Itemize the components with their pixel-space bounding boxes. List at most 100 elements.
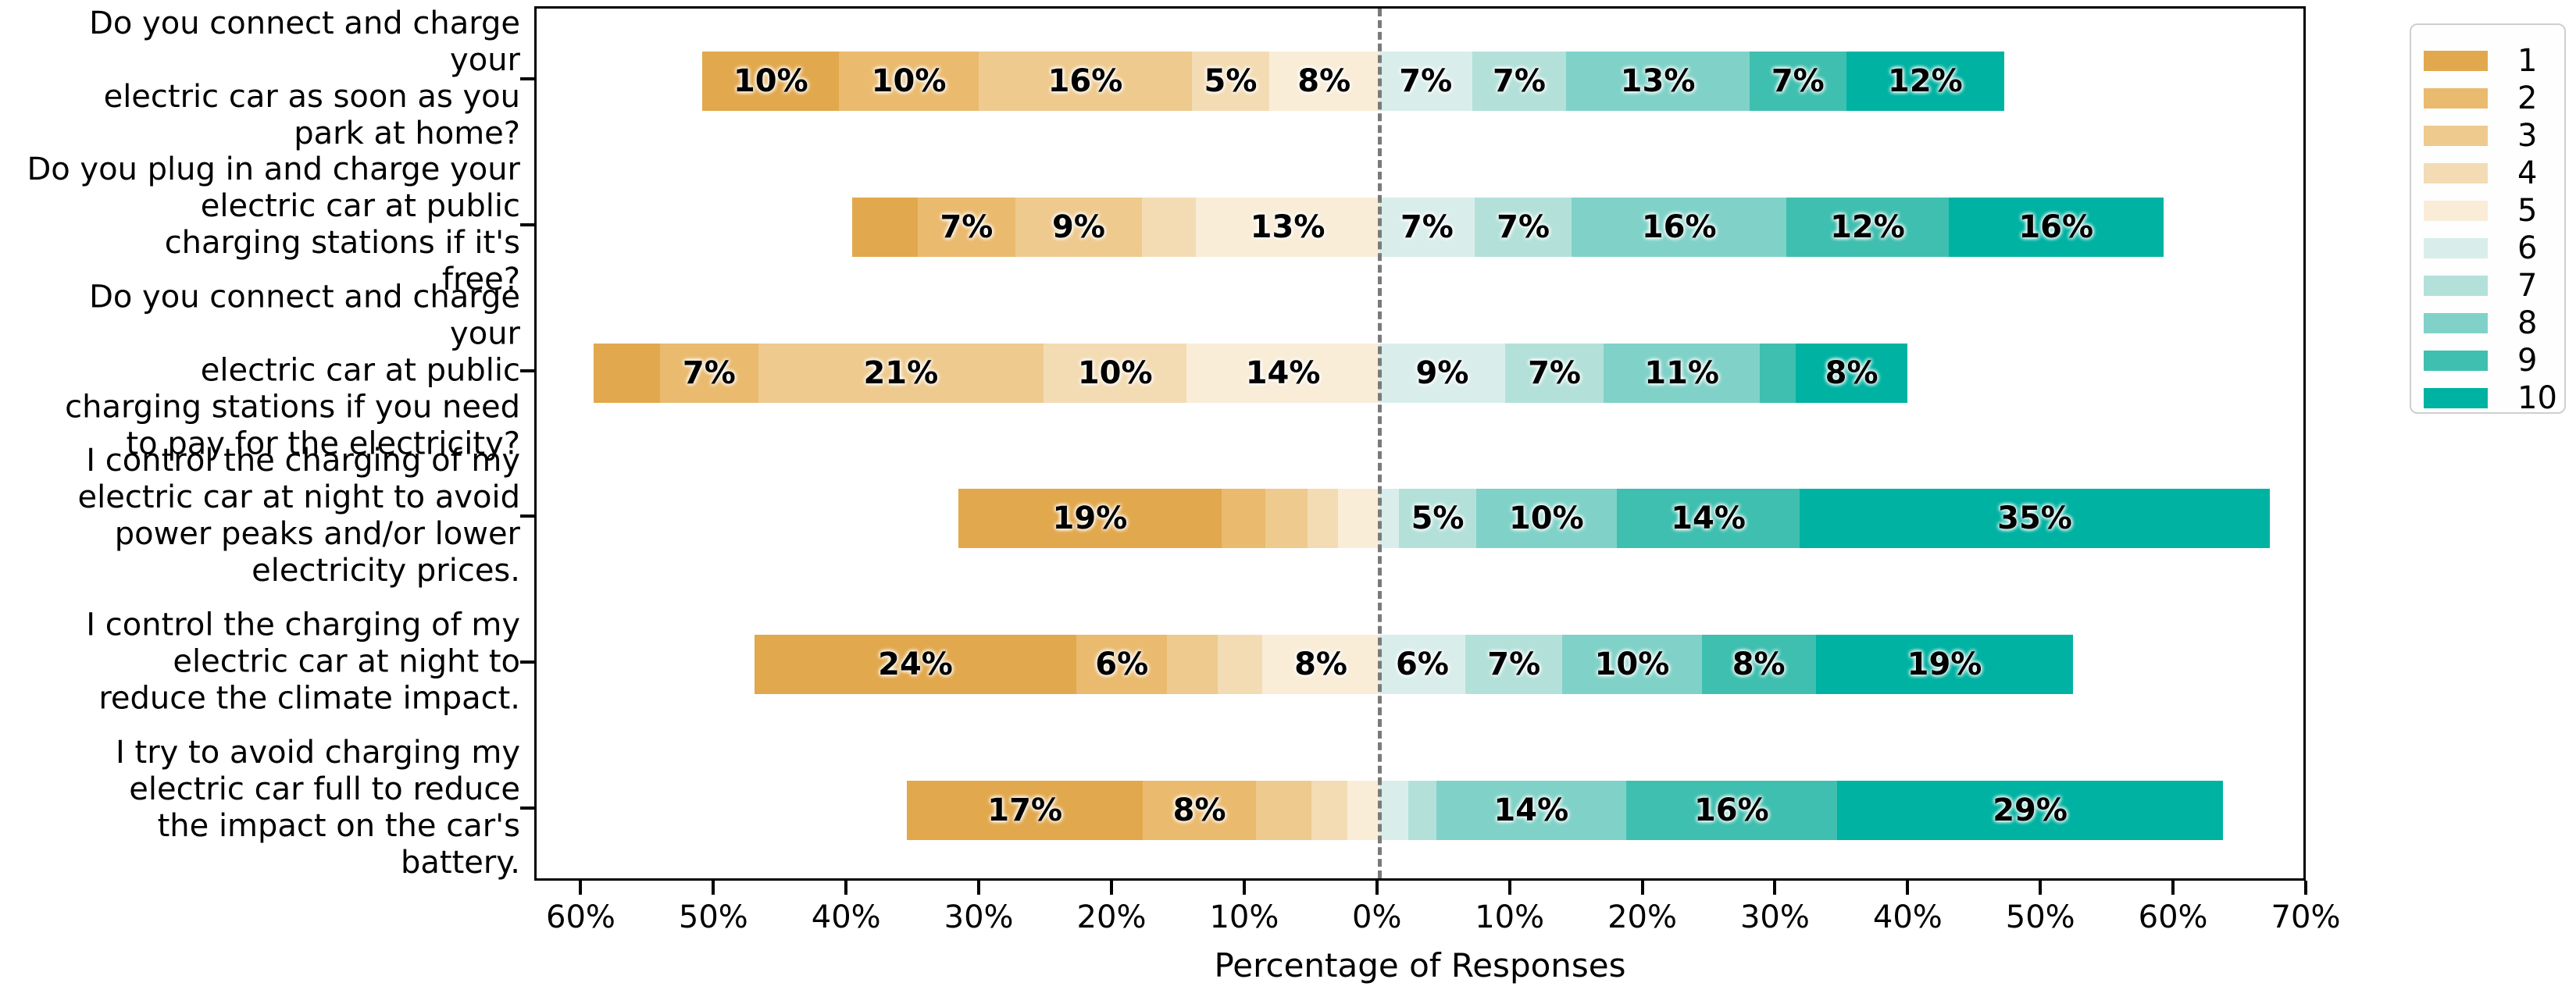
bar-segment-value-label: 7% xyxy=(1497,209,1550,245)
bar-segment-level-4 xyxy=(1311,780,1347,840)
bar-segment-level-3: 16% xyxy=(978,52,1193,112)
y-axis-category-label: I control the charging of my electric ca… xyxy=(77,443,520,589)
legend-item-8: 8 xyxy=(2424,304,2564,342)
y-axis-category-label: Do you connect and charge your electric … xyxy=(89,5,520,152)
legend-item-6: 6 xyxy=(2424,230,2564,267)
bar-segment-level-6 xyxy=(1379,489,1400,549)
bar-segment-level-5: 8% xyxy=(1268,52,1379,112)
bar-segment-level-2 xyxy=(1221,489,1265,549)
y-axis-category-label: I try to avoid charging my electric car … xyxy=(116,734,520,881)
x-axis-tick-label: 60% xyxy=(2138,899,2208,935)
bar-segment-value-label: 19% xyxy=(1907,646,1982,682)
legend-swatch xyxy=(2424,201,2488,221)
bar-segment-value-label: 7% xyxy=(1400,209,1454,245)
x-axis-tick-mark xyxy=(2171,881,2175,895)
legend-swatch xyxy=(2424,276,2488,296)
y-axis-tick-mark xyxy=(520,77,534,81)
y-axis-tick-mark xyxy=(520,806,534,810)
bar-segment-value-label: 10% xyxy=(733,63,808,100)
bar-segment-level-7: 5% xyxy=(1399,489,1476,549)
bar-segment-level-1: 17% xyxy=(906,780,1144,840)
bar-segment-level-2: 10% xyxy=(839,52,979,112)
legend-swatch xyxy=(2424,238,2488,258)
x-axis-tick-mark xyxy=(1242,881,1246,895)
bar-segment-level-3 xyxy=(1265,489,1308,549)
bar-segment-level-2: 7% xyxy=(659,343,758,403)
zero-reference-line xyxy=(1377,9,1382,878)
bar-segment-value-label: 10% xyxy=(1594,646,1670,682)
bar-row: 7% 21% 10% 14% 9% 7% 11% 8% xyxy=(537,343,2303,403)
x-axis-tick-label: 50% xyxy=(2005,899,2075,935)
bar-segment-value-label: 8% xyxy=(1297,63,1351,100)
bar-segment-level-6: 7% xyxy=(1379,198,1475,257)
bar-segment-level-3: 21% xyxy=(758,343,1044,403)
bar-segment-level-5: 14% xyxy=(1186,343,1379,403)
bar-segment-level-10: 12% xyxy=(1846,52,2004,112)
x-axis-tick-label: 70% xyxy=(2271,899,2341,935)
y-axis-category-label: Do you connect and charge your electric … xyxy=(65,279,520,462)
legend-swatch xyxy=(2424,351,2488,371)
bar-segment-value-label: 12% xyxy=(1830,209,1905,245)
legend-label: 6 xyxy=(2517,230,2538,266)
bar-segment-value-label: 8% xyxy=(1172,792,1226,828)
x-axis-tick-mark xyxy=(1640,881,1644,895)
bar-segment-level-2: 8% xyxy=(1143,780,1256,840)
bar-segment-value-label: 11% xyxy=(1644,354,1719,391)
legend-box: 1 2 3 4 5 6 7 8 9 10 xyxy=(2410,23,2566,417)
legend-item-10: 10 xyxy=(2424,379,2564,417)
bar-segment-value-label: 6% xyxy=(1396,646,1449,682)
bar-segment-value-label: 12% xyxy=(1887,63,1963,100)
y-axis-tick-mark xyxy=(520,515,534,518)
x-axis-tick-mark xyxy=(2039,881,2043,895)
bar-segment-level-3 xyxy=(1255,780,1312,840)
bar-segment-level-5: 13% xyxy=(1196,198,1379,257)
bar-segment-value-label: 8% xyxy=(1732,646,1786,682)
bar-segment-value-label: 10% xyxy=(1508,500,1584,537)
legend-label: 4 xyxy=(2517,155,2538,191)
legend-swatch xyxy=(2424,88,2488,109)
bar-segment-value-label: 16% xyxy=(1693,792,1769,828)
y-axis-category-label: I control the charging of my electric ca… xyxy=(86,607,520,717)
bar-segment-level-2: 6% xyxy=(1076,635,1167,694)
bar-segment-level-7 xyxy=(1408,780,1436,840)
y-axis-tick-mark xyxy=(520,223,534,226)
bar-segment-level-4 xyxy=(1217,635,1263,694)
bar-segment-value-label: 10% xyxy=(871,63,947,100)
bar-segment-level-4 xyxy=(1308,489,1339,549)
bar-segment-value-label: 14% xyxy=(1245,354,1321,391)
bar-segment-level-10: 16% xyxy=(1948,198,2164,257)
x-axis-tick-label: 30% xyxy=(944,899,1014,935)
bar-segment-value-label: 7% xyxy=(1399,63,1453,100)
bar-segment-level-6: 7% xyxy=(1379,52,1472,112)
bar-segment-level-1 xyxy=(594,343,660,403)
bar-segment-level-8: 16% xyxy=(1572,198,1787,257)
bar-segment-value-label: 14% xyxy=(1671,500,1746,537)
bar-segment-value-label: 13% xyxy=(1620,63,1696,100)
x-axis-tick-mark xyxy=(977,881,981,895)
bar-segment-value-label: 7% xyxy=(940,209,994,245)
x-axis-tick-mark xyxy=(712,881,715,895)
bar-segment-level-7: 7% xyxy=(1475,198,1572,257)
bar-segment-level-3 xyxy=(1166,635,1218,694)
y-axis-category-label: Do you plug in and charge your electric … xyxy=(27,151,520,297)
bar-segment-level-9 xyxy=(1760,343,1796,403)
bar-segment-value-label: 24% xyxy=(878,646,953,682)
x-axis-tick-label: 20% xyxy=(1076,899,1147,935)
bar-segment-value-label: 16% xyxy=(1641,209,1717,245)
x-axis-tick-mark xyxy=(844,881,848,895)
bar-segment-level-9: 14% xyxy=(1616,489,1800,549)
bar-segment-value-label: 9% xyxy=(1052,209,1105,245)
bar-segment-level-9: 12% xyxy=(1786,198,1949,257)
x-axis-tick-label: 40% xyxy=(1872,899,1943,935)
x-axis-tick-label: 60% xyxy=(546,899,615,935)
legend-item-3: 3 xyxy=(2424,117,2564,155)
bar-segment-level-1: 10% xyxy=(702,52,840,112)
bar-segment-level-8: 11% xyxy=(1603,343,1761,403)
bar-segment-level-8: 14% xyxy=(1436,780,1626,840)
x-axis-tick-label: 10% xyxy=(1209,899,1279,935)
bar-segment-value-label: 7% xyxy=(1528,354,1581,391)
bar-segment-level-10: 35% xyxy=(1800,489,2270,549)
legend-item-9: 9 xyxy=(2424,342,2564,379)
bar-segment-level-7: 7% xyxy=(1505,343,1604,403)
bar-segment-level-6: 9% xyxy=(1379,343,1506,403)
